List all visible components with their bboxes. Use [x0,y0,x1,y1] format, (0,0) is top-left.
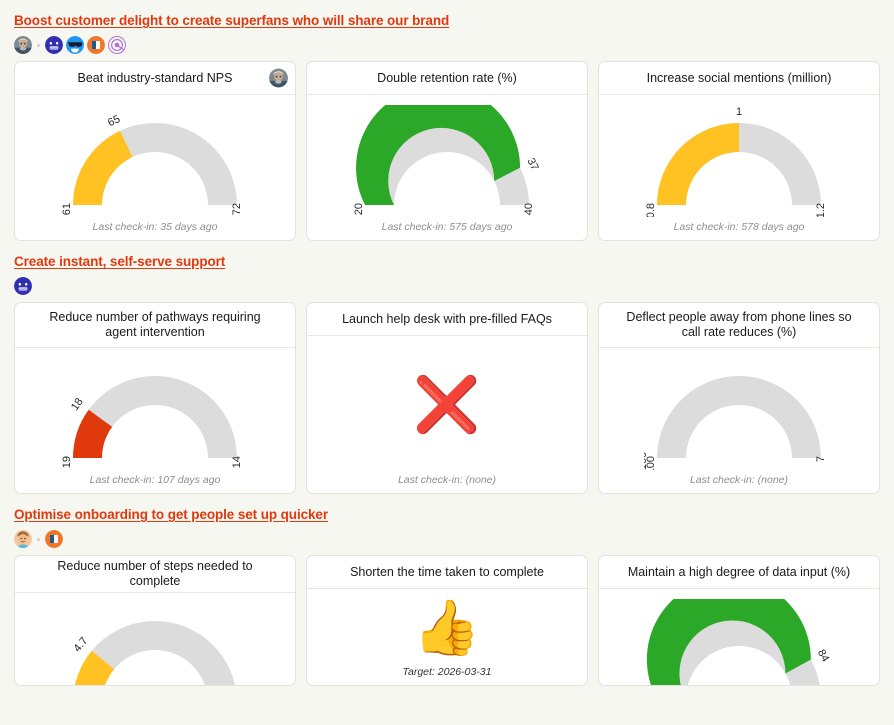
metric-card[interactable]: Reduce number of pathways requiring agen… [14,302,296,494]
metric-card-body: 19 14 18 Last check-in: 107 days ago [15,348,295,493]
metric-card[interactable]: Increase social mentions (million) 0.8 1.2… [598,61,880,241]
status-emoji-wrap: ❌ [307,340,587,470]
goal-section: Create instant, self-serve support Reduce… [8,241,886,494]
metric-card-body: ❌ Last check-in: (none) [307,336,587,493]
metric-card-header: Increase social mentions (million) [599,62,879,95]
metric-card-body: 100 7 100 Last check-in: (none) [599,348,879,493]
goal-cards-row: Reduce number of steps needed to complet… [8,555,886,686]
metric-card-header: Reduce number of pathways requiring agen… [15,303,295,348]
svg-text:37: 37 [524,156,540,172]
metric-card-header: Shorten the time taken to complete [307,556,587,589]
metric-card[interactable]: Maintain a high degree of data input (%)… [598,555,880,686]
gauge-chart: 100 7 100 [599,352,879,470]
metric-card-header: Maintain a high degree of data input (%) [599,556,879,589]
metric-card-footer: Last check-in: (none) [689,474,789,486]
metric-card-title: Launch help desk with pre-filled FAQs [342,311,552,326]
metric-card-header: Launch help desk with pre-filled FAQs [307,303,587,336]
metric-card-header: Deflect people away from phone lines so … [599,303,879,348]
avatar-separator-dot [37,537,40,541]
svg-text:100: 100 [644,452,649,470]
svg-text:0.8: 0.8 [645,203,657,217]
goal-cards-row: Reduce number of pathways requiring agen… [8,302,886,494]
metric-card-title: Maintain a high degree of data input (%) [627,564,851,579]
avatar-purple-logo-icon[interactable] [108,36,126,54]
svg-text:14: 14 [231,456,243,468]
metric-card-footer: Last check-in: (none) [397,474,497,486]
svg-text:40: 40 [523,203,535,215]
metric-card-title: Beat industry-standard NPS [77,70,233,85]
svg-text:1: 1 [736,106,742,118]
metric-card[interactable]: Reduce number of steps needed to complet… [14,555,296,686]
svg-text:20: 20 [353,203,365,215]
metric-card-footer: Last check-in: 575 days ago [381,221,513,233]
metric-card-body: 84 [599,589,879,685]
gauge-chart: 4.7 [15,597,295,685]
metric-card-footer: Last check-in: 35 days ago [92,221,218,233]
svg-text:4.7: 4.7 [71,635,90,654]
svg-text:100: 100 [645,456,657,470]
gauge-chart: 84 [599,593,879,685]
metric-card-title: Reduce number of steps needed to complet… [57,559,253,589]
metric-card-header: Double retention rate (%) [307,62,587,95]
goal-avatar-row [14,276,880,296]
svg-text:18: 18 [69,396,86,413]
metric-card-body: 61 72 65 Last check-in: 35 days ago [15,95,295,240]
avatar-grinning-face[interactable] [14,277,32,295]
metric-card-title: Reduce number of pathways requiring agen… [49,310,261,339]
metric-card-title: Increase social mentions (million) [646,70,832,85]
metric-card[interactable]: Double retention rate (%) 20 40 37 Last chec… [306,61,588,241]
gauge-chart: 19 14 18 [15,352,295,470]
metric-card-footer: Last check-in: 107 days ago [89,474,221,486]
metric-card-title: Double retention rate (%) [377,70,517,85]
avatar-person-raising-hand[interactable] [14,530,32,548]
goal-title-link[interactable]: Boost customer delight to create superfa… [14,13,450,28]
gauge-chart: 61 72 65 [15,99,295,217]
metric-card-title: Shorten the time taken to complete [350,564,544,579]
avatar-separator-dot [37,43,40,47]
metric-card-header: Reduce number of steps needed to complet… [15,556,295,594]
svg-text:84: 84 [815,647,831,664]
metric-card[interactable]: Shorten the time taken to complete 👍 Targe… [306,555,588,686]
metric-card-body: 20 40 37 Last check-in: 575 days ago [307,95,587,240]
goal-header: Optimise onboarding to get people set up… [8,494,886,549]
goal-cards-row: Beat industry-standard NPS 61 72 65 Last che… [8,61,886,241]
gauge-chart: 0.8 1.2 1 [599,99,879,217]
metric-card[interactable]: Launch help desk with pre-filled FAQs ❌ La… [306,302,588,494]
goal-section: Boost customer delight to create superfa… [8,0,886,241]
goal-avatar-row [14,35,880,55]
metric-card-body: 4.7 [15,593,295,685]
avatar-sunglasses-face[interactable] [66,36,84,54]
avatar-orange-app-icon[interactable] [45,530,63,548]
goal-title-link[interactable]: Create instant, self-serve support [14,254,226,269]
goal-section: Optimise onboarding to get people set up… [8,494,886,686]
svg-text:7: 7 [815,456,827,462]
metric-card[interactable]: Deflect people away from phone lines so … [598,302,880,494]
cross-mark-icon: ❌ [413,375,481,435]
metric-card-owner-avatar[interactable] [269,68,288,88]
goal-header: Create instant, self-serve support [8,241,886,296]
metric-card-title: Deflect people away from phone lines so … [626,310,852,339]
svg-text:61: 61 [61,203,73,215]
status-emoji-wrap: 👍 [307,593,587,662]
metric-card-footer: Target: 2026-03-31 [402,666,492,678]
svg-text:72: 72 [231,203,243,215]
gauge-chart: 20 40 37 [307,99,587,217]
goal-title-link[interactable]: Optimise onboarding to get people set up… [14,507,328,522]
goal-sections-container: Boost customer delight to create superfa… [8,0,886,686]
avatar-grinning-face[interactable] [45,36,63,54]
svg-text:1.2: 1.2 [815,203,827,217]
svg-text:19: 19 [61,456,73,468]
metric-card-body: 0.8 1.2 1 Last check-in: 578 days ago [599,95,879,240]
metric-card[interactable]: Beat industry-standard NPS 61 72 65 Last che… [14,61,296,241]
metric-card-header: Beat industry-standard NPS [15,62,295,95]
thumbs-up-icon: 👍 [413,597,481,658]
avatar-orange-app-icon[interactable] [87,36,105,54]
goal-header: Boost customer delight to create superfa… [8,0,886,55]
metric-card-footer: Last check-in: 578 days ago [673,221,805,233]
metric-card-body: 👍 Target: 2026-03-31 [307,589,587,685]
svg-text:65: 65 [106,113,122,129]
goal-avatar-row [14,529,880,549]
avatar-photo-person[interactable] [14,36,32,54]
